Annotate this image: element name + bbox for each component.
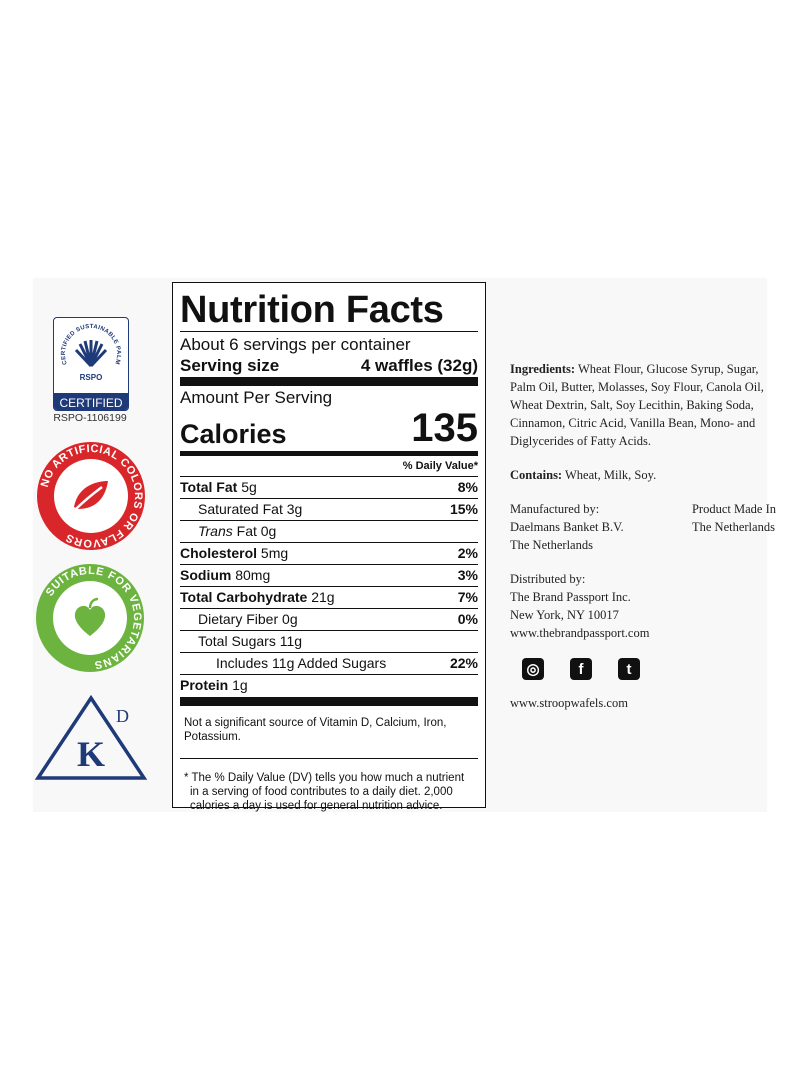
nutrient-row: Cholesterol 5mg 2% [180,543,478,565]
not-significant-note: Not a significant source of Vitamin D, C… [180,706,478,759]
nutrient-row: Total Sugars 11g [180,631,478,653]
protein-row: Protein 1g [180,675,478,706]
nutrition-facts-panel: Nutrition Facts About 6 servings per con… [172,282,486,812]
svg-text:K: K [77,734,105,774]
serving-size-row: Serving size 4 waffles (32g) [180,355,478,386]
svg-text:D: D [116,706,129,726]
nutrient-row: Dietary Fiber 0g 0% [180,609,478,631]
daily-value: 0% [457,611,478,627]
servings-per-container: About 6 servings per container [180,335,411,354]
product-info: Ingredients: Wheat Flour, Glucose Syrup,… [510,360,776,712]
daily-value: 2% [457,545,478,561]
certified-text: CERTIFIED [54,393,128,410]
amount-per-serving: Amount Per Serving [180,388,333,407]
daily-value: 7% [457,589,478,605]
daily-value: 8% [457,479,478,495]
contains: Contains: Wheat, Milk, Soy. [510,468,657,482]
calories-row: Calories 135 [180,408,478,456]
rspo-id: RSPO-1106199 [53,412,127,424]
nutrient-row: Includes 11g Added Sugars 22% [180,653,478,675]
made-in: Product Made In The Netherlands [691,502,776,534]
rspo-logo: CERTIFIED SUSTAINABLE PALM OIL RSPO CERT… [53,317,129,411]
svg-text:RSPO: RSPO [80,373,103,382]
daily-value-footnote: * The % Daily Value (DV) tells you how m… [184,772,465,812]
daily-value-header: % Daily Value* [180,456,478,477]
nutrient-row: Total Fat 5g 8% [180,477,478,499]
website-link[interactable]: www.stroopwafels.com [510,696,628,710]
brandpassport-link[interactable]: www.thebrandpassport.com [510,626,650,640]
daily-value: 3% [457,567,478,583]
instagram-icon[interactable]: ◎ [522,658,544,680]
nutrient-row: Total Carbohydrate 21g 7% [180,587,478,609]
no-artificial-badge: NO ARTIFICIAL COLORS OR FLAVORS [37,442,145,550]
nutrient-row: Saturated Fat 3g 15% [180,499,478,521]
ingredients: Ingredients: Wheat Flour, Glucose Syrup,… [510,362,764,448]
daily-value: 22% [449,655,478,671]
kosher-dairy-logo: K D [34,694,148,780]
heart-apple-icon [74,597,106,636]
nutrition-title: Nutrition Facts [180,289,478,332]
manufacturer: Manufactured by: Daelmans Banket B.V. The … [510,502,624,552]
vegetarian-badge: SUITABLE FOR VEGETARIANS [36,564,144,672]
nutrient-row: Trans Fat 0g [180,521,478,543]
palm-icon: CERTIFIED SUSTAINABLE PALM OIL RSPO [54,318,121,382]
twitter-icon[interactable]: t [618,658,640,680]
leaf-icon [74,481,108,510]
nutrient-row: Sodium 80mg 3% [180,565,478,587]
daily-value: 15% [449,501,478,517]
distributor: Distributed by: The Brand Passport Inc. Ne… [510,572,650,640]
facebook-icon[interactable]: f [570,658,592,680]
